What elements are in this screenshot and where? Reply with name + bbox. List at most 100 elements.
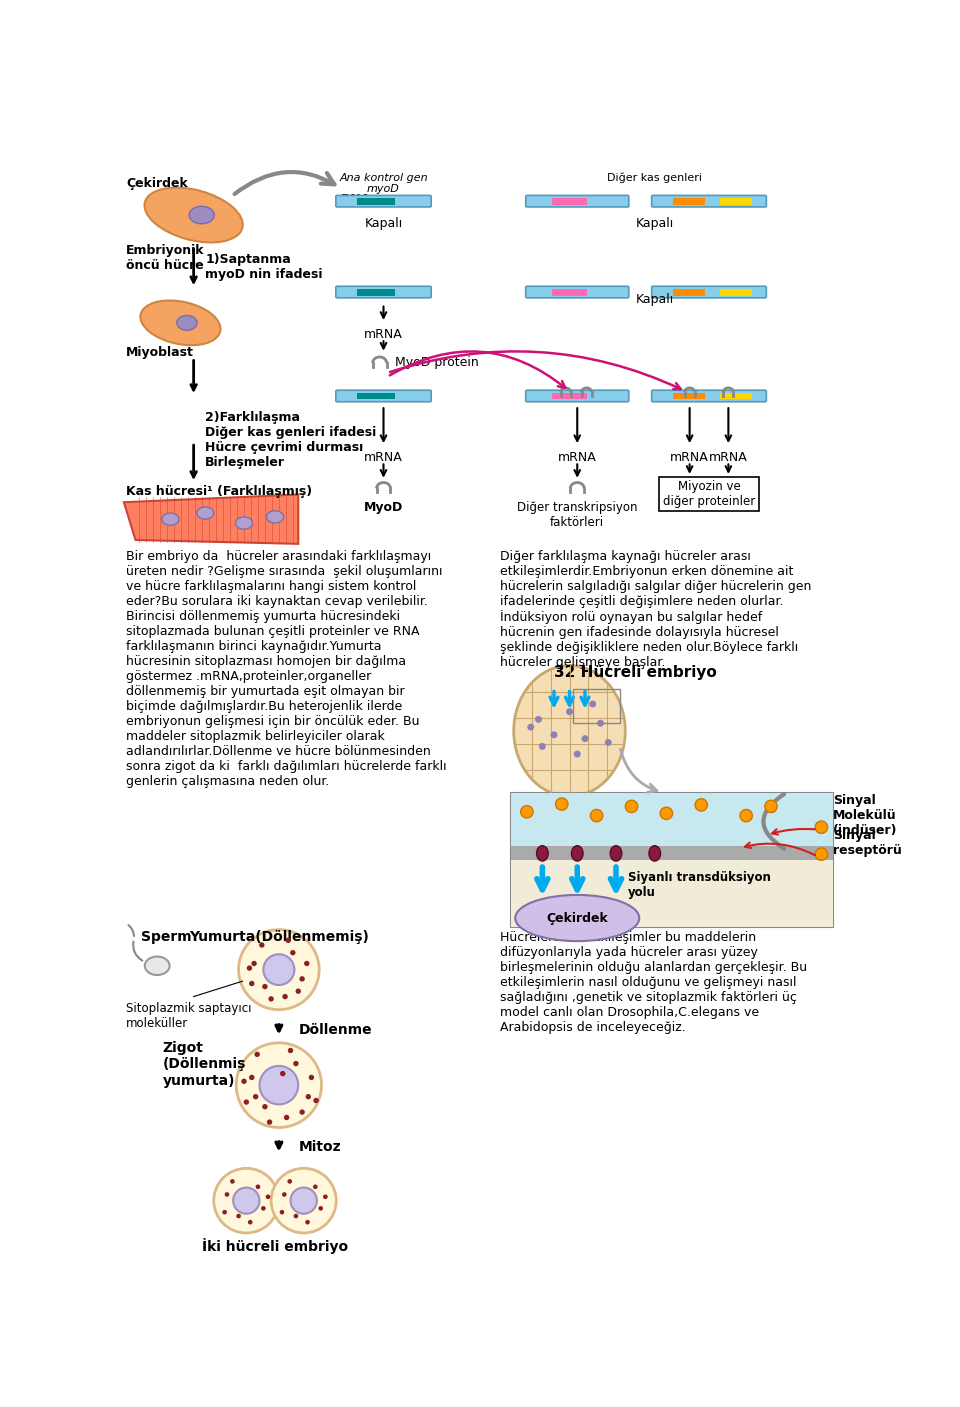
Circle shape [300, 1109, 305, 1114]
Circle shape [285, 937, 291, 943]
FancyBboxPatch shape [526, 196, 629, 207]
Circle shape [241, 1079, 247, 1083]
Circle shape [225, 1192, 229, 1197]
Circle shape [319, 1206, 324, 1210]
Ellipse shape [514, 666, 625, 796]
Text: mRNA: mRNA [364, 450, 403, 464]
Text: mRNA: mRNA [709, 450, 748, 464]
Circle shape [582, 736, 588, 741]
Circle shape [280, 1071, 285, 1076]
Text: Mitoz: Mitoz [299, 1140, 341, 1154]
Bar [357, 288, 395, 295]
Circle shape [261, 1206, 266, 1210]
FancyBboxPatch shape [336, 390, 431, 402]
Circle shape [259, 943, 265, 948]
FancyArrowPatch shape [234, 172, 334, 194]
Circle shape [282, 1192, 287, 1197]
Text: Siyanlı transdüksiyon
yolu: Siyanlı transdüksiyon yolu [628, 871, 771, 899]
Text: Sinyal
Molekülü
(indüser): Sinyal Molekülü (indüser) [833, 794, 898, 837]
Text: Kapalı: Kapalı [365, 217, 402, 229]
Bar [659, 477, 759, 512]
Circle shape [695, 799, 708, 810]
Ellipse shape [649, 846, 660, 861]
Circle shape [740, 809, 753, 822]
Bar [357, 198, 395, 204]
FancyBboxPatch shape [652, 286, 766, 298]
Bar [720, 288, 752, 295]
Circle shape [589, 701, 596, 708]
Ellipse shape [145, 957, 170, 975]
Text: DNA: DNA [341, 193, 372, 207]
FancyArrowPatch shape [133, 941, 142, 961]
Circle shape [249, 1075, 254, 1081]
Text: Kapalı: Kapalı [636, 217, 674, 229]
Circle shape [625, 801, 637, 813]
Circle shape [324, 1195, 327, 1199]
Circle shape [263, 954, 295, 985]
Circle shape [267, 1120, 273, 1124]
Bar [357, 393, 395, 400]
Text: Sperm: Sperm [141, 930, 192, 944]
Text: mRNA: mRNA [670, 450, 709, 464]
Circle shape [230, 1179, 234, 1183]
Circle shape [269, 996, 274, 1002]
Text: Diğer kas genleri: Diğer kas genleri [608, 173, 703, 183]
Circle shape [236, 1043, 322, 1127]
Circle shape [249, 981, 254, 986]
Bar [512, 792, 833, 847]
FancyBboxPatch shape [652, 390, 766, 402]
Circle shape [660, 808, 673, 819]
Circle shape [574, 750, 581, 757]
FancyArrowPatch shape [390, 352, 681, 390]
Circle shape [252, 961, 256, 967]
Text: Sitoplazmik saptayıcı
moleküller: Sitoplazmik saptayıcı moleküller [126, 1002, 252, 1030]
FancyArrowPatch shape [745, 843, 815, 855]
Ellipse shape [177, 315, 197, 331]
Circle shape [290, 950, 296, 955]
Bar [552, 393, 588, 400]
Circle shape [550, 732, 558, 739]
Ellipse shape [267, 511, 283, 523]
Circle shape [271, 1168, 336, 1233]
Circle shape [605, 739, 612, 746]
Circle shape [287, 1179, 292, 1183]
Bar [512, 860, 833, 927]
Circle shape [236, 1214, 241, 1218]
Circle shape [313, 1185, 318, 1189]
Ellipse shape [140, 301, 221, 345]
Circle shape [244, 1099, 249, 1104]
Text: Hücrelerarası etkileşimler bu maddelerin
difüzyonlarıyla yada hücreler arası yüz: Hücrelerarası etkileşimler bu maddelerin… [500, 931, 806, 1034]
FancyArrowPatch shape [390, 352, 565, 388]
Circle shape [304, 961, 309, 967]
Bar [552, 288, 588, 295]
Circle shape [815, 848, 828, 860]
Circle shape [305, 1095, 311, 1099]
Circle shape [262, 1104, 268, 1109]
Text: 32 Hücreli embriyo: 32 Hücreli embriyo [554, 666, 717, 681]
Bar [673, 393, 705, 400]
FancyArrowPatch shape [763, 794, 784, 848]
Circle shape [296, 989, 301, 993]
Circle shape [247, 965, 252, 971]
FancyBboxPatch shape [652, 196, 766, 207]
FancyArrowPatch shape [129, 924, 134, 936]
Ellipse shape [611, 846, 622, 861]
Circle shape [294, 1214, 299, 1218]
Bar [573, 688, 620, 723]
Circle shape [252, 1095, 258, 1099]
Text: Kapalı: Kapalı [636, 293, 674, 307]
Ellipse shape [537, 846, 548, 861]
Bar [512, 847, 833, 860]
Text: İki hücreli embriyo: İki hücreli embriyo [202, 1238, 348, 1254]
Text: 1)Saptanma
myoD nin ifadesi: 1)Saptanma myoD nin ifadesi [205, 253, 323, 280]
Text: Diğer farklılaşma kaynağı hücreler arası
etkileşimlerdir.Embriyonun erken dönemi: Diğer farklılaşma kaynağı hücreler arası… [500, 550, 811, 670]
Circle shape [214, 1168, 278, 1233]
Text: Zigot
(Döllenmiş
yumurta): Zigot (Döllenmiş yumurta) [162, 1041, 246, 1088]
Text: Embriyonik
öncü hücre: Embriyonik öncü hücre [126, 245, 204, 273]
Circle shape [305, 1220, 310, 1224]
Circle shape [520, 806, 533, 817]
Bar [720, 393, 752, 400]
Bar [673, 288, 705, 295]
Circle shape [535, 716, 542, 723]
Text: Miyozin ve
diğer proteinler: Miyozin ve diğer proteinler [662, 480, 756, 508]
